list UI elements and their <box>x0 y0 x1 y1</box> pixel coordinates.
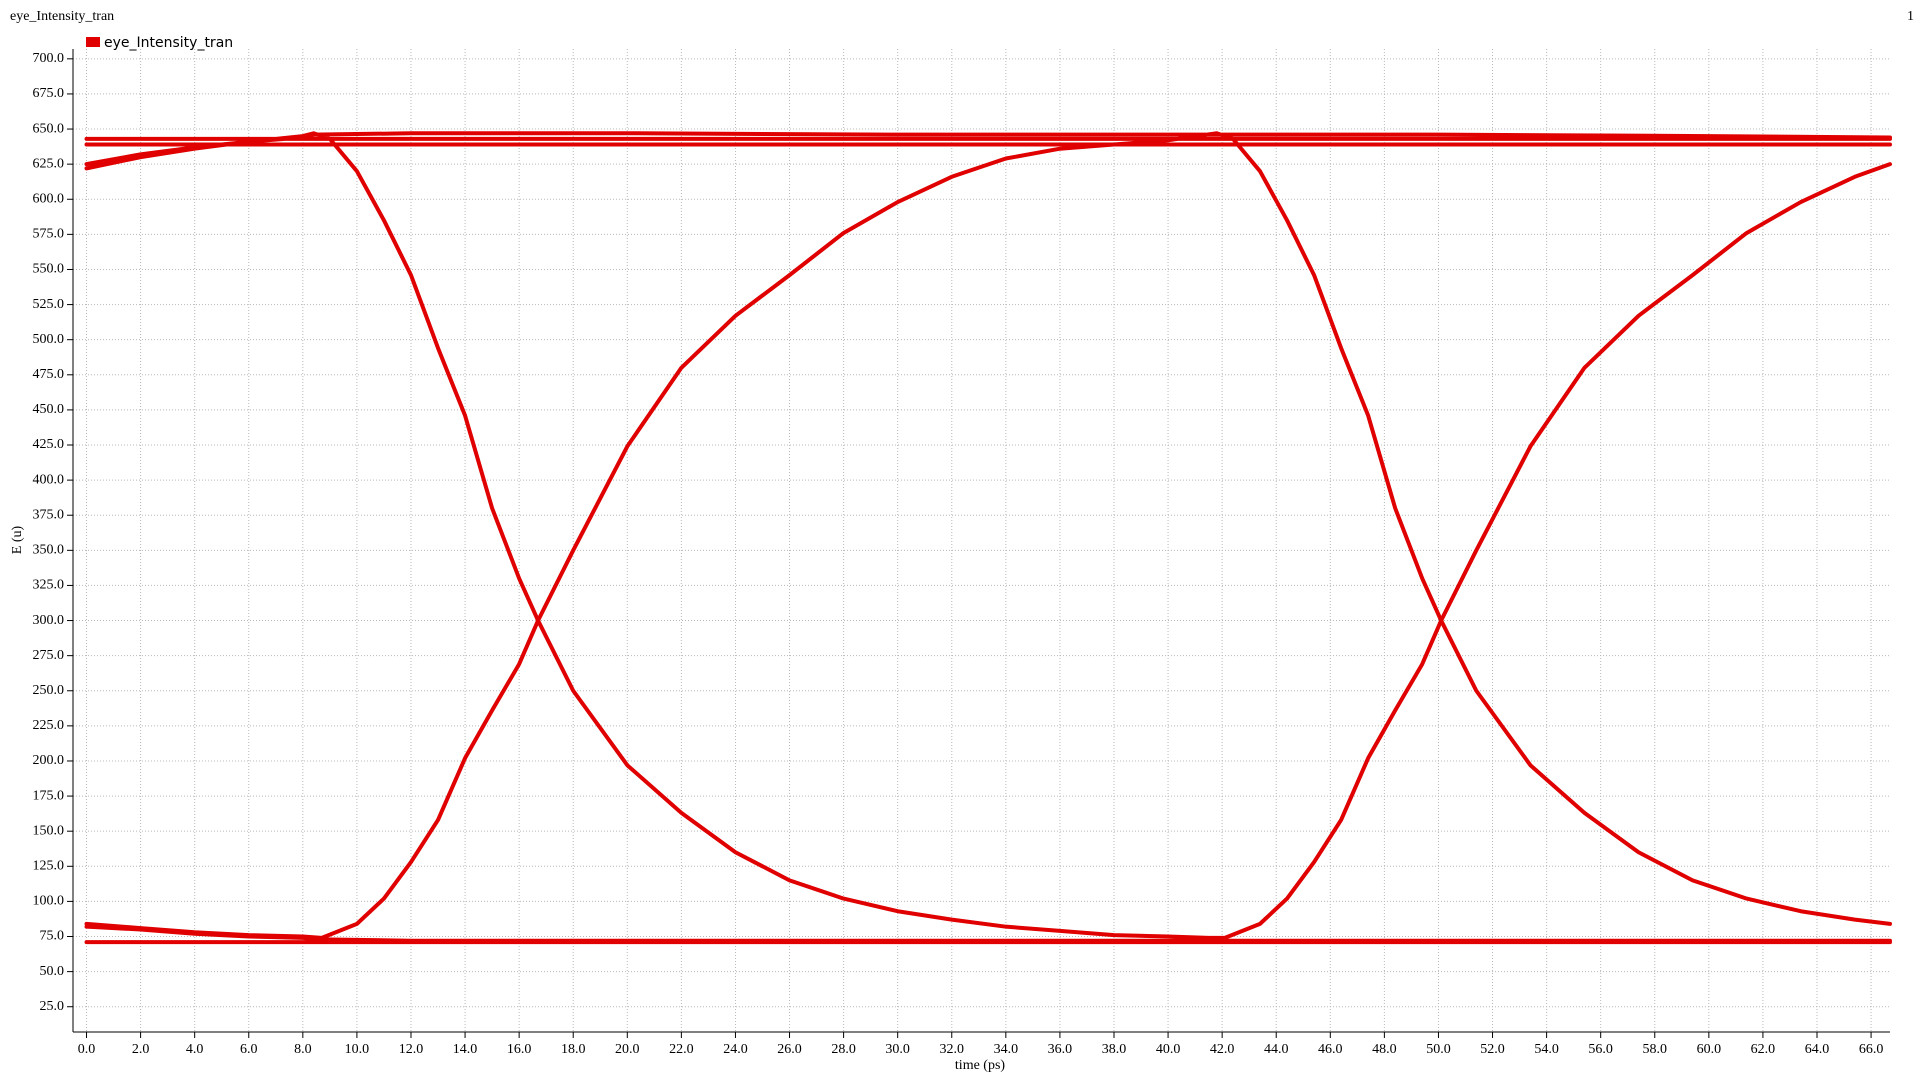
x-tick-label: 42.0 <box>1210 1042 1235 1057</box>
y-tick-label: 700.0 <box>33 51 65 66</box>
x-tick-label: 34.0 <box>994 1042 1019 1057</box>
x-tick-label: 6.0 <box>240 1042 258 1057</box>
x-tick-label: 24.0 <box>723 1042 748 1057</box>
y-tick-label: 375.0 <box>33 507 65 522</box>
y-tick-label: 625.0 <box>33 156 65 171</box>
x-tick-label: 50.0 <box>1426 1042 1451 1057</box>
y-tick-label: 525.0 <box>33 297 65 312</box>
x-tick-label: 46.0 <box>1318 1042 1343 1057</box>
y-tick-label: 550.0 <box>33 262 65 277</box>
x-tick-label: 56.0 <box>1588 1042 1613 1057</box>
x-tick-label: 66.0 <box>1859 1042 1884 1057</box>
x-tick-label: 22.0 <box>669 1042 694 1057</box>
y-tick-label: 125.0 <box>33 859 65 874</box>
legend-label: eye_Intensity_tran <box>104 35 233 51</box>
y-tick-label: 200.0 <box>33 753 65 768</box>
x-tick-label: 44.0 <box>1264 1042 1289 1057</box>
y-tick-label: 250.0 <box>33 683 65 698</box>
x-tick-label: 62.0 <box>1751 1042 1776 1057</box>
x-tick-label: 58.0 <box>1643 1042 1668 1057</box>
x-axis-label: time (ps) <box>955 1058 1005 1073</box>
eye-trace <box>84 131 1892 945</box>
x-tick-label: 36.0 <box>1048 1042 1073 1057</box>
y-tick-label: 50.0 <box>40 964 65 979</box>
x-tick-label: 14.0 <box>453 1042 478 1057</box>
y-tick-label: 475.0 <box>33 367 65 382</box>
x-tick-label: 12.0 <box>399 1042 424 1057</box>
x-tick-label: 48.0 <box>1372 1042 1397 1057</box>
x-tick-label: 10.0 <box>345 1042 370 1057</box>
y-tick-label: 500.0 <box>33 332 65 347</box>
y-tick-label: 350.0 <box>33 543 65 558</box>
y-tick-label: 225.0 <box>33 718 65 733</box>
y-tick-label: 25.0 <box>40 999 65 1014</box>
x-tick-label: 40.0 <box>1156 1042 1181 1057</box>
x-tick-label: 4.0 <box>186 1042 204 1057</box>
x-tick-label: 0.0 <box>78 1042 96 1057</box>
y-tick-label: 150.0 <box>33 823 65 838</box>
y-tick-label: 100.0 <box>33 894 65 909</box>
y-tick-label: 400.0 <box>33 472 65 487</box>
y-tick-label: 600.0 <box>33 191 65 206</box>
x-tick-label: 38.0 <box>1102 1042 1127 1057</box>
y-tick-label: 575.0 <box>33 227 65 242</box>
y-tick-label: 425.0 <box>33 437 65 452</box>
x-tick-label: 8.0 <box>294 1042 312 1057</box>
x-tick-label: 64.0 <box>1805 1042 1830 1057</box>
x-tick-label: 20.0 <box>615 1042 640 1057</box>
y-tick-label: 300.0 <box>33 613 65 628</box>
x-tick-label: 28.0 <box>831 1042 856 1057</box>
x-tick-label: 54.0 <box>1534 1042 1559 1057</box>
page-number: 1 <box>1907 9 1914 24</box>
chart-title: eye_Intensity_tran <box>10 9 114 24</box>
y-tick-label: 650.0 <box>33 121 65 136</box>
x-tick-label: 2.0 <box>132 1042 150 1057</box>
y-tick-label: 175.0 <box>33 788 65 803</box>
x-tick-label: 32.0 <box>940 1042 965 1057</box>
y-tick-label: 325.0 <box>33 578 65 593</box>
x-tick-label: 18.0 <box>561 1042 586 1057</box>
y-tick-label: 450.0 <box>33 402 65 417</box>
legend-swatch <box>86 37 100 47</box>
x-tick-label: 16.0 <box>507 1042 532 1057</box>
y-axis-label: E (u) <box>10 525 25 554</box>
x-tick-label: 30.0 <box>885 1042 910 1057</box>
y-tick-label: 675.0 <box>33 86 65 101</box>
x-tick-label: 52.0 <box>1480 1042 1505 1057</box>
x-tick-label: 26.0 <box>777 1042 802 1057</box>
x-tick-label: 60.0 <box>1697 1042 1722 1057</box>
y-tick-label: 75.0 <box>40 929 65 944</box>
y-tick-label: 275.0 <box>33 648 65 663</box>
